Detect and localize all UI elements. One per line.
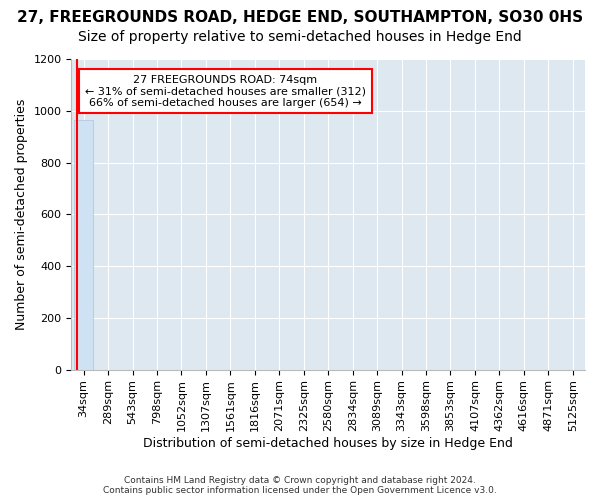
Text: Contains HM Land Registry data © Crown copyright and database right 2024.
Contai: Contains HM Land Registry data © Crown c…	[103, 476, 497, 495]
Text: Size of property relative to semi-detached houses in Hedge End: Size of property relative to semi-detach…	[78, 30, 522, 44]
Text: 27, FREEGROUNDS ROAD, HEDGE END, SOUTHAMPTON, SO30 0HS: 27, FREEGROUNDS ROAD, HEDGE END, SOUTHAM…	[17, 10, 583, 25]
Text: 27 FREEGROUNDS ROAD: 74sqm
← 31% of semi-detached houses are smaller (312)
66% o: 27 FREEGROUNDS ROAD: 74sqm ← 31% of semi…	[85, 74, 366, 108]
Y-axis label: Number of semi-detached properties: Number of semi-detached properties	[15, 98, 28, 330]
X-axis label: Distribution of semi-detached houses by size in Hedge End: Distribution of semi-detached houses by …	[143, 437, 513, 450]
Bar	[74, 120, 94, 370]
